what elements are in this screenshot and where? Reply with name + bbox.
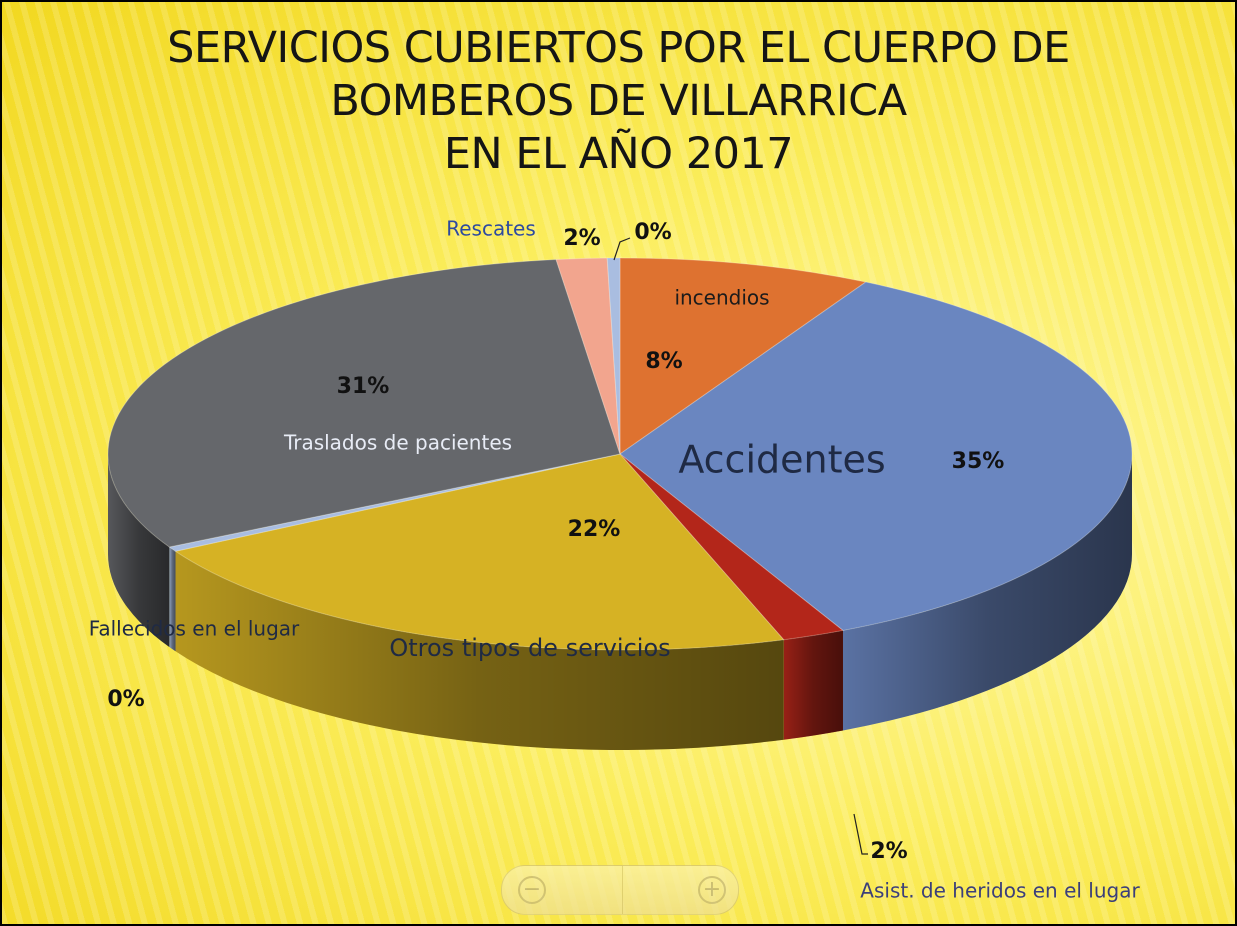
pie-side-shade-3 bbox=[175, 551, 784, 751]
pie-side-shade-1 bbox=[842, 454, 1132, 731]
slice-pct-0: 8% bbox=[645, 349, 682, 374]
zoom-in-button[interactable]: + bbox=[623, 866, 739, 914]
pie-side-shade-4 bbox=[169, 547, 176, 652]
slice-label-0: incendios bbox=[674, 286, 769, 310]
pie-slice-3 bbox=[174, 453, 785, 651]
slice-pct-6: 2% bbox=[563, 226, 600, 251]
pie-side-shade-2 bbox=[783, 630, 843, 740]
slice-pct-3: 22% bbox=[568, 517, 621, 542]
pie-sides bbox=[108, 454, 1132, 751]
zoom-out-icon: − bbox=[518, 876, 546, 904]
slice-label-4: Fallecidos en el lugar bbox=[89, 617, 300, 641]
pie-slice-5 bbox=[107, 259, 621, 548]
slice-label-5: Traslados de pacientes bbox=[283, 431, 512, 455]
pie-slice-2 bbox=[619, 453, 845, 641]
pie-slice-4 bbox=[168, 453, 621, 552]
slice-pct-4: 0% bbox=[107, 687, 144, 712]
pie-slice-0 bbox=[619, 257, 867, 455]
zoom-out-button[interactable]: − bbox=[502, 866, 623, 914]
leader-line-bottom bbox=[853, 813, 868, 855]
slice-pct-7: 0% bbox=[634, 220, 671, 245]
pie-labels: incendios 8% Accidentes 35% Asist. de herido… bbox=[89, 217, 1141, 903]
pie-slice-7 bbox=[606, 257, 621, 455]
slice-label-2: Asist. de heridos en el lugar bbox=[860, 879, 1140, 903]
pie-side-shade-5 bbox=[108, 454, 170, 648]
title-line-3: EN EL AÑO 2017 bbox=[443, 129, 794, 179]
pie-tops bbox=[107, 257, 1133, 651]
title-line-1: SERVICIOS CUBIERTOS POR EL CUERPO DE bbox=[167, 23, 1070, 73]
leader-line-top bbox=[613, 237, 631, 261]
slice-pct-5: 31% bbox=[337, 374, 390, 399]
pie-slice-6 bbox=[555, 257, 621, 455]
zoom-in-icon: + bbox=[698, 876, 726, 904]
pie-slice-1 bbox=[619, 281, 1133, 631]
title-line-2: BOMBEROS DE VILLARRICA bbox=[330, 76, 907, 126]
slice-label-1: Accidentes bbox=[678, 438, 885, 482]
slice-label-3: Otros tipos de servicios bbox=[389, 634, 670, 662]
slice-pct-2: 2% bbox=[870, 839, 907, 864]
chart-title: SERVICIOS CUBIERTOS POR EL CUERPO DE BOM… bbox=[2, 22, 1235, 181]
slice-pct-1: 35% bbox=[952, 449, 1005, 474]
zoom-control[interactable]: − + bbox=[501, 865, 739, 915]
slice-label-6: Rescates bbox=[446, 217, 536, 241]
